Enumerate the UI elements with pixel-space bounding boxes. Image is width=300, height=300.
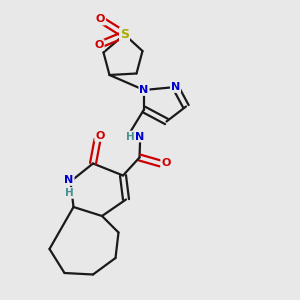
Text: S: S (120, 28, 129, 41)
Text: H: H (64, 188, 74, 198)
Text: N: N (171, 82, 180, 92)
Text: O: O (95, 131, 105, 141)
Text: N: N (64, 175, 74, 185)
Text: N: N (140, 85, 148, 95)
Text: N: N (136, 131, 145, 142)
Text: O: O (161, 158, 171, 169)
Text: O: O (94, 40, 104, 50)
Text: O: O (96, 14, 105, 25)
Text: H: H (126, 131, 135, 142)
